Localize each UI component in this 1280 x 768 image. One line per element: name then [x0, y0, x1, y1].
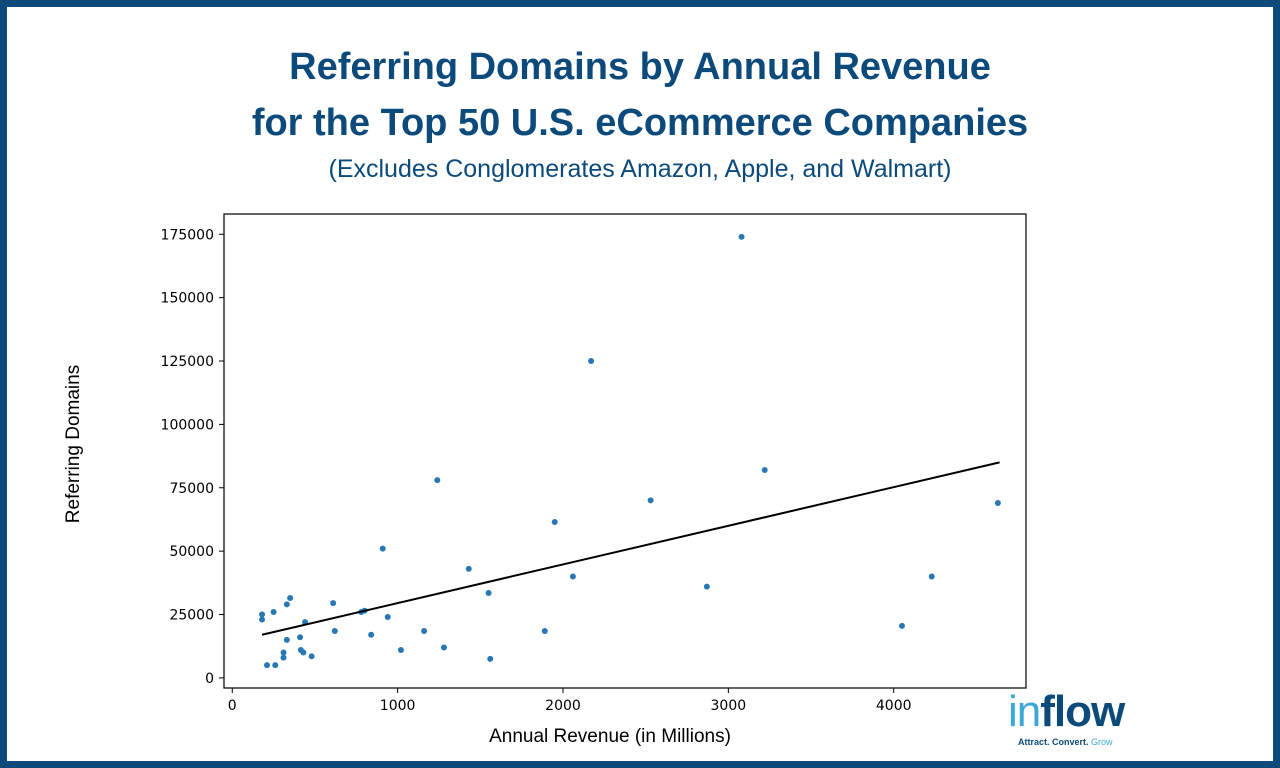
data-point [280, 649, 287, 656]
x-tick-label: 3000 [711, 698, 747, 714]
data-point [440, 644, 447, 651]
x-tick-label: 4000 [876, 698, 912, 714]
data-point [487, 655, 494, 662]
data-point [297, 634, 304, 641]
data-point [379, 545, 386, 552]
data-point [928, 573, 935, 580]
data-point [588, 358, 595, 365]
data-point [397, 646, 404, 653]
data-point [761, 467, 768, 474]
data-point [280, 654, 287, 661]
data-point [330, 600, 337, 607]
chart-title-line1: Referring Domains by Annual Revenue [289, 46, 991, 88]
plot-area-frame [223, 213, 1027, 689]
trend-line [261, 461, 1000, 636]
y-axis-label: Referring Domains [63, 365, 84, 523]
logo-word-part2: flow [1040, 687, 1125, 736]
y-tick-label: 50000 [169, 544, 214, 560]
data-point [551, 518, 558, 525]
logo-tagline-end: Grow [1091, 737, 1113, 747]
y-tick-label: 125000 [161, 354, 214, 370]
data-point [283, 636, 290, 643]
y-tick-label: 150000 [161, 291, 214, 307]
data-point [263, 662, 270, 669]
data-point [541, 627, 548, 634]
data-point [898, 622, 905, 629]
logo-wordmark: inflow [1008, 687, 1125, 736]
data-point [384, 614, 391, 621]
data-point [300, 649, 307, 656]
chart-title-line2: for the Top 50 U.S. eCommerce Companies [251, 102, 1029, 144]
x-axis-label: Annual Revenue (in Millions) [489, 726, 731, 747]
data-point [308, 653, 315, 660]
logo-word-part1: in [1008, 687, 1041, 736]
y-tick-label: 25000 [169, 607, 214, 623]
data-point [434, 477, 441, 484]
data-point [272, 662, 279, 669]
y-tick-label: 175000 [161, 227, 214, 243]
data-point [270, 608, 277, 615]
data-point [283, 601, 290, 608]
data-point [485, 589, 492, 596]
data-point [569, 573, 576, 580]
data-point [465, 565, 472, 572]
data-point [421, 627, 428, 634]
logo-tagline: Attract. Convert. Grow [1018, 737, 1113, 747]
x-tick-label: 0 [228, 698, 237, 714]
inflow-logo: inflow Attract. Convert. Grow [1008, 690, 1148, 750]
y-tick-label: 75000 [169, 481, 214, 497]
data-point [368, 631, 375, 638]
data-point [331, 627, 338, 634]
x-tick-label: 1000 [380, 698, 416, 714]
data-point [259, 611, 266, 618]
data-point [647, 497, 654, 504]
y-tick-label: 0 [205, 671, 214, 687]
data-point [994, 499, 1001, 506]
data-point [738, 233, 745, 240]
data-point [703, 583, 710, 590]
x-tick-label: 2000 [545, 698, 581, 714]
logo-tagline-main: Attract. Convert. [1018, 737, 1089, 747]
data-point [287, 595, 294, 602]
data-point [259, 616, 266, 623]
chart-subtitle: (Excludes Conglomerates Amazon, Apple, a… [328, 155, 952, 183]
y-tick-label: 100000 [161, 417, 214, 433]
